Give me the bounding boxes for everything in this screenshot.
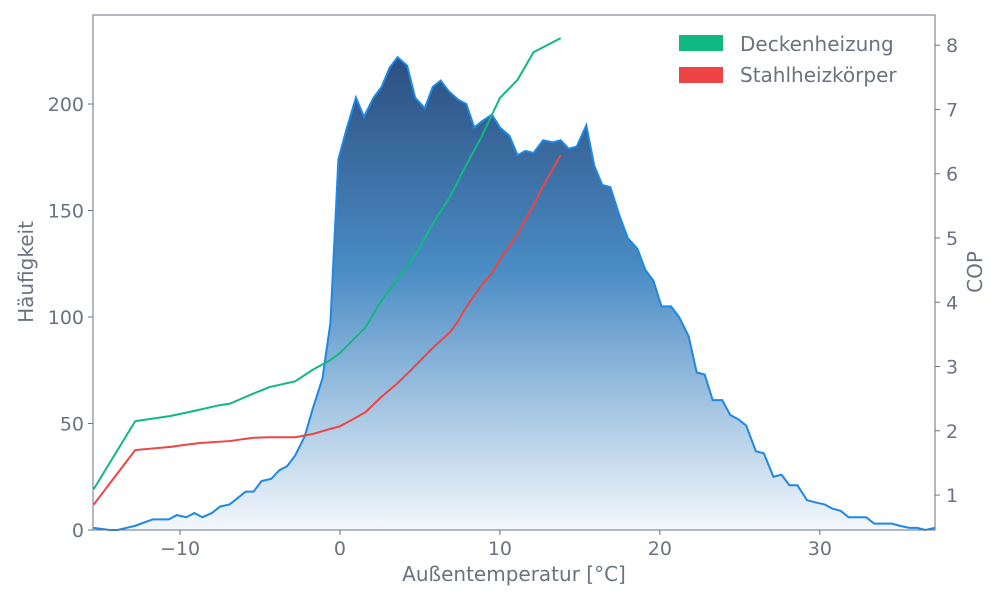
legend-label-deckenheizung: Deckenheizung <box>740 32 894 56</box>
x-axis-label: Außentemperatur [°C] <box>402 562 626 586</box>
y-tick-label: 200 <box>48 94 84 116</box>
plot-frame <box>92 14 936 531</box>
y2-axis-label: COP <box>963 251 987 293</box>
y2-tick-label: 5 <box>946 228 958 250</box>
legend-swatch-deckenheizung <box>679 35 723 51</box>
legend-swatch-stahlheizkoerper <box>679 67 723 83</box>
x-tick-label: 10 <box>488 538 512 560</box>
y-tick-label: 150 <box>48 201 84 223</box>
y-axis-label: Häufigkeit <box>14 221 38 323</box>
y-tick-label: 0 <box>72 520 84 542</box>
y2-tick-label: 1 <box>946 485 958 507</box>
x-tick-label: 30 <box>808 538 832 560</box>
x-tick-label: 20 <box>648 538 672 560</box>
y2-tick-label: 6 <box>946 164 958 186</box>
y2-tick-label: 8 <box>946 35 958 57</box>
cop-line-stahlheizkoerper <box>92 154 562 506</box>
cop-line-deckenheizung <box>92 37 562 490</box>
histogram-line <box>93 55 936 532</box>
y-tick-label: 100 <box>48 307 84 329</box>
y2-tick-label: 3 <box>946 357 958 379</box>
y2-tick-label: 4 <box>946 292 958 314</box>
y2-tick-label: 7 <box>946 99 958 121</box>
y2-tick-label: 2 <box>946 421 958 443</box>
histogram-area <box>93 57 935 531</box>
x-tick-label: −10 <box>160 538 200 560</box>
legend-label-stahlheizkoerper: Stahlheizkörper <box>740 63 897 87</box>
x-tick-label: 0 <box>334 538 346 560</box>
y-tick-label: 50 <box>60 414 84 436</box>
legend: Deckenheizung Stahlheizkörper <box>679 32 897 87</box>
